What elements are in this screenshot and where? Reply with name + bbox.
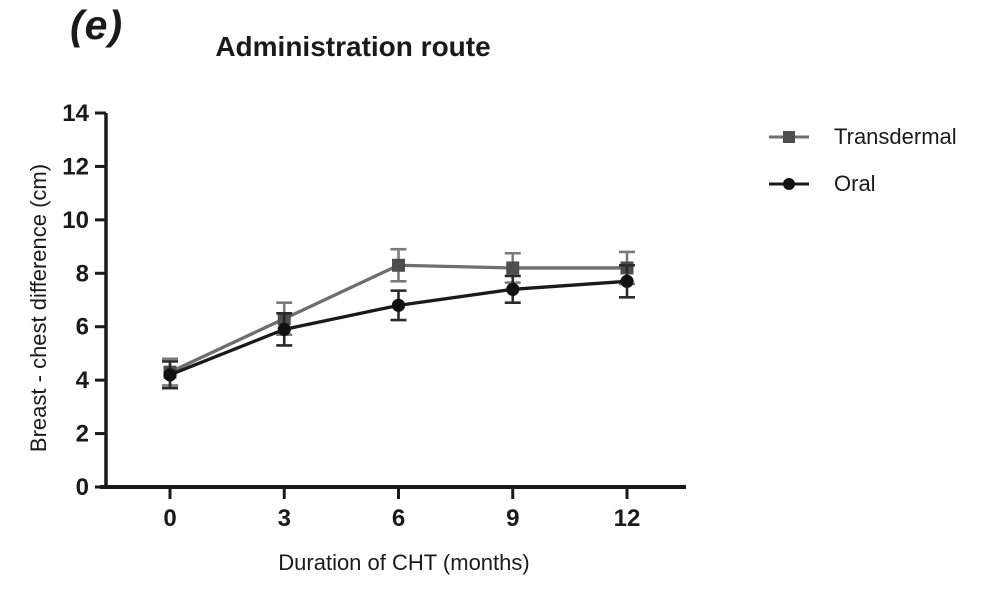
x-tick-label: 6 [392, 505, 405, 532]
chart-title: Administration route [215, 31, 491, 62]
marker-circle-oral [277, 322, 291, 336]
panel-label: (e) [70, 2, 124, 48]
marker-square-transdermal [506, 261, 520, 275]
x-tick-label: 0 [163, 505, 176, 532]
x-tick-label: 12 [614, 505, 641, 532]
legend-item-transdermal: Transdermal [769, 113, 957, 160]
legend-item-oral: Oral [769, 160, 957, 207]
y-tick-label: 10 [62, 207, 89, 234]
legend-label-oral: Oral [834, 170, 876, 196]
y-tick-label: 4 [76, 367, 90, 394]
y-tick-label: 2 [76, 421, 89, 448]
marker-circle-oral [506, 282, 520, 296]
x-tick-label: 9 [506, 505, 519, 532]
y-tick-label: 0 [76, 474, 89, 501]
y-tick-label: 14 [62, 100, 89, 127]
marker-circle-oral [620, 274, 634, 288]
y-tick-label: 6 [76, 314, 89, 341]
y-tick-label: 12 [62, 153, 89, 180]
marker-circle-oral [163, 368, 177, 382]
marker-square-transdermal [392, 258, 405, 272]
x-axis-label: Duration of CHT (months) [278, 550, 530, 575]
oral-line-marker-icon [769, 176, 809, 192]
x-tick-label: 3 [278, 505, 291, 532]
legend-label-transdermal: Transdermal [834, 123, 957, 149]
y-tick-label: 8 [76, 260, 89, 287]
marker-circle-oral [391, 298, 406, 312]
transdermal-line-marker-icon [769, 129, 809, 145]
legend: Transdermal Oral [769, 113, 957, 207]
y-axis-label: Breast - chest difference (cm) [26, 163, 51, 453]
